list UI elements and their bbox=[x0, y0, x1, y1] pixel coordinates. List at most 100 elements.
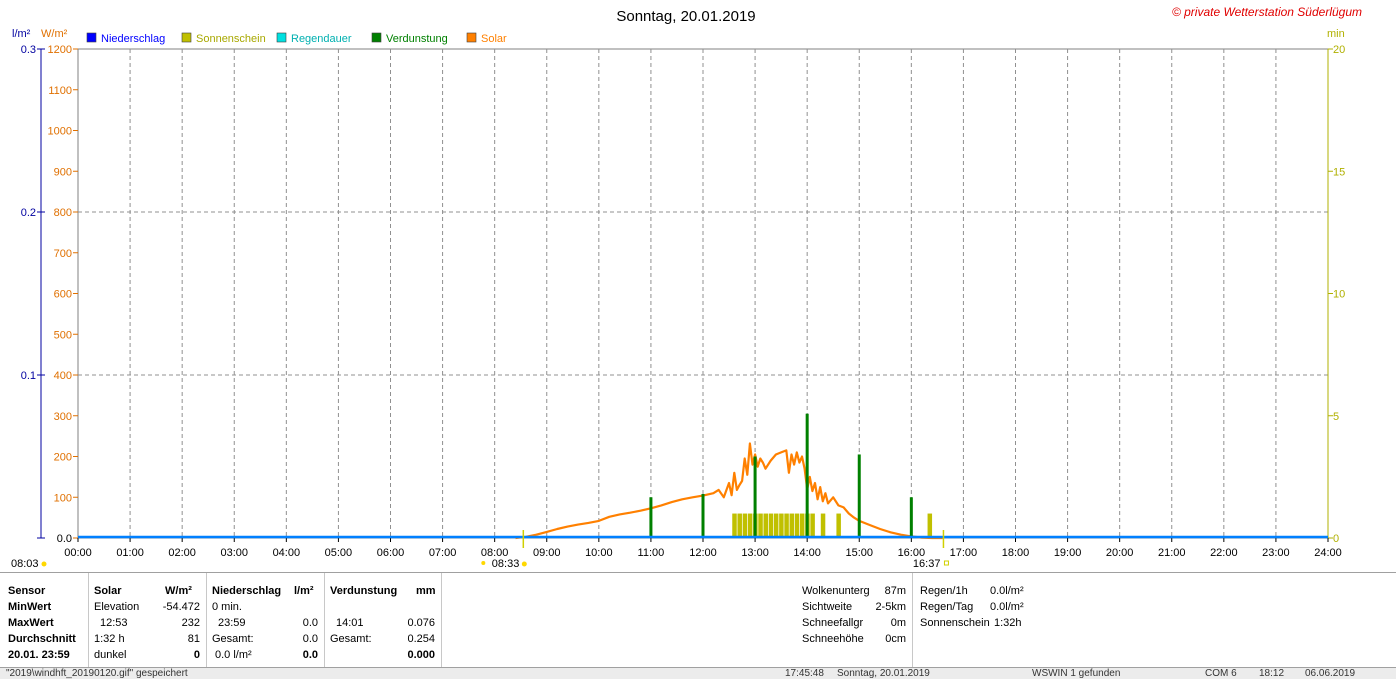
x-tick-label: 05:00 bbox=[325, 547, 353, 559]
solar-min-label: Elevation bbox=[94, 601, 140, 613]
sun-markers: 08:33 16:37 08:03 bbox=[11, 530, 949, 570]
row-label-avg: Durchschnitt bbox=[8, 633, 76, 645]
rain-axis-unit: l/m² bbox=[12, 28, 31, 40]
sunshine-bar bbox=[836, 513, 841, 538]
status-bar: "2019\windhft_20190120.gif" gespeichert … bbox=[0, 667, 1396, 679]
legend-label: Verdunstung bbox=[386, 33, 448, 45]
cloud-base-label: Wolkenunterg bbox=[802, 585, 870, 597]
legend-swatch bbox=[371, 32, 382, 43]
weather-chart: Sonntag, 20.01.2019 © private Wetterstat… bbox=[0, 0, 1396, 572]
sunshine-bar bbox=[773, 513, 779, 538]
minutes-tick-label: 5 bbox=[1333, 411, 1339, 423]
x-tick-label: 24:00 bbox=[1314, 547, 1342, 559]
divider bbox=[324, 573, 325, 667]
status-wswin: WSWIN 1 gefunden bbox=[1032, 668, 1121, 679]
legend-label: Niederschlag bbox=[101, 33, 165, 45]
solar-tick-label: 1100 bbox=[48, 85, 72, 97]
evap-now-value: 0.000 bbox=[407, 649, 435, 661]
snow-height-value: 0cm bbox=[885, 633, 906, 645]
snow-height-label: Schneehöhe bbox=[802, 633, 864, 645]
solar-axis-unit: W/m² bbox=[41, 28, 68, 40]
edge-time-label: 08:03 bbox=[11, 558, 39, 570]
solar-tick-label: 1000 bbox=[48, 126, 72, 138]
solar-tick-label: 500 bbox=[54, 329, 72, 341]
evap-max-value: 0.076 bbox=[407, 617, 435, 629]
chart-title: Sonntag, 20.01.2019 bbox=[616, 8, 755, 25]
evap-unit: mm bbox=[416, 585, 436, 597]
x-tick-label: 22:00 bbox=[1210, 547, 1238, 559]
minutes-axis-unit: min bbox=[1327, 28, 1345, 40]
solar-min-value: -54.472 bbox=[162, 601, 200, 613]
sunshine-value: 1:32h bbox=[994, 617, 1022, 629]
row-label-sensor: Sensor bbox=[8, 585, 46, 597]
x-tick-label: 23:00 bbox=[1262, 547, 1290, 559]
sunshine-bar bbox=[758, 513, 763, 538]
x-tick-label: 16:00 bbox=[898, 547, 926, 559]
solar-tick-label: 900 bbox=[54, 166, 72, 178]
solar-max-value: 232 bbox=[181, 617, 200, 629]
minutes-tick-label: 15 bbox=[1333, 166, 1345, 178]
copyright-text: © private Wetterstation Süderlügum bbox=[1172, 5, 1362, 19]
solar-tick-label: 400 bbox=[54, 370, 72, 382]
divider bbox=[441, 573, 442, 667]
status-clock: 18:12 bbox=[1259, 668, 1285, 679]
rain-now-value: 0.0 bbox=[302, 649, 318, 661]
row-label-min: MinWert bbox=[8, 601, 52, 613]
rain-max-time: 23:59 bbox=[218, 617, 246, 629]
solar-header: Solar bbox=[94, 585, 122, 597]
rain-now-label: 0.0 l/m² bbox=[215, 649, 252, 661]
sunshine-bar bbox=[779, 513, 784, 538]
sunshine-bar bbox=[789, 513, 795, 538]
x-tick-label: 15:00 bbox=[845, 547, 873, 559]
rain-unit: l/m² bbox=[294, 585, 314, 597]
sunrise-label: 08:33 bbox=[492, 558, 520, 570]
rain-day-label: Regen/Tag bbox=[920, 601, 974, 613]
evap-max-time: 14:01 bbox=[336, 617, 364, 629]
row-label-max: MaxWert bbox=[8, 617, 54, 629]
axes: 0.01002003004005006007008009001000110012… bbox=[21, 44, 1346, 559]
sunshine-bar bbox=[732, 513, 737, 538]
x-tick-label: 07:00 bbox=[429, 547, 457, 559]
visibility-value: 2-5km bbox=[875, 601, 906, 613]
sunshine-label: Sonnenschein bbox=[920, 617, 990, 629]
rain-day-value: 0.0l/m² bbox=[990, 601, 1024, 613]
solar-avg-label: 1:32 h bbox=[94, 633, 125, 645]
minutes-tick-label: 20 bbox=[1333, 44, 1345, 56]
rain-total-value: 0.0 bbox=[302, 633, 318, 645]
rain-header: Niederschlag bbox=[212, 585, 282, 597]
divider bbox=[88, 573, 89, 667]
x-tick-label: 09:00 bbox=[533, 547, 561, 559]
sunshine-bar bbox=[810, 513, 815, 538]
x-tick-label: 21:00 bbox=[1158, 547, 1186, 559]
evap-header: Verdunstung bbox=[330, 585, 398, 597]
solar-tick-label: 100 bbox=[54, 492, 72, 504]
solar-now-value: 0 bbox=[193, 649, 200, 661]
evaporation-bar bbox=[649, 497, 653, 538]
edge-sun-icon bbox=[41, 561, 47, 567]
solar-tick-label: 1200 bbox=[48, 44, 72, 56]
evaporation-bar bbox=[701, 493, 705, 538]
summary-panel: Sensor MinWert MaxWert Durchschnitt 20.0… bbox=[0, 572, 1396, 667]
evap-total-label: Gesamt: bbox=[330, 633, 372, 645]
x-tick-label: 14:00 bbox=[793, 547, 821, 559]
x-tick-label: 01:00 bbox=[116, 547, 144, 559]
sunshine-bar bbox=[768, 513, 774, 538]
row-label-date: 20.01. 23:59 bbox=[8, 649, 70, 661]
series bbox=[78, 413, 1328, 540]
legend-label: Sonnenschein bbox=[196, 33, 266, 45]
legend-swatch bbox=[276, 32, 287, 43]
x-tick-label: 20:00 bbox=[1106, 547, 1134, 559]
sunshine-bar bbox=[799, 513, 805, 538]
evaporation-bar bbox=[909, 497, 913, 538]
x-tick-label: 11:00 bbox=[638, 547, 665, 559]
solar-unit: W/m² bbox=[165, 585, 192, 597]
sunrise-icon bbox=[521, 561, 527, 567]
sunshine-bar bbox=[742, 513, 748, 538]
rain-tick-label: 0.1 bbox=[21, 370, 36, 382]
sunset-icon bbox=[943, 560, 949, 566]
sunshine-bar bbox=[784, 513, 789, 538]
sunset-label: 16:37 bbox=[913, 558, 941, 570]
x-tick-label: 06:00 bbox=[377, 547, 405, 559]
rain-tick-label: 0.3 bbox=[21, 44, 36, 56]
sunshine-bar bbox=[747, 513, 753, 538]
